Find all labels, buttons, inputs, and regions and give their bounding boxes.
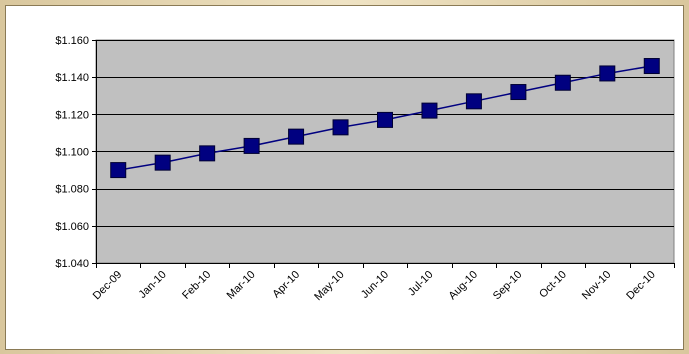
data-point-marker	[110, 162, 127, 179]
y-tick-label: $1.140	[55, 72, 89, 84]
data-point-marker	[465, 93, 482, 110]
line-chart: $1.040 $1.060 $1.080 $1.100 $1.120 $1.140 $1.1…	[55, 35, 675, 303]
data-point-marker	[554, 74, 571, 91]
data-point-marker	[332, 119, 349, 136]
data-point-marker	[599, 65, 616, 82]
y-tick-label: $1.080	[55, 184, 89, 196]
x-tick-label: May-10	[312, 269, 346, 303]
y-tick-label: $1.040	[55, 258, 89, 270]
x-tick-label: Apr-10	[270, 269, 302, 301]
data-point-marker	[377, 111, 393, 128]
data-point-marker	[288, 128, 305, 145]
x-tick-label: Sep-10	[491, 269, 525, 303]
x-tick-label: Jul-10	[406, 269, 436, 299]
y-tick-label: $1.160	[55, 35, 89, 47]
y-tick-label: $1.120	[55, 109, 89, 121]
data-point-marker	[154, 154, 171, 171]
x-tick-label: Mar-10	[225, 269, 258, 302]
x-tick-label: Dec-09	[91, 269, 125, 303]
x-tick-label: Aug-10	[446, 269, 480, 303]
x-tick-label: Feb-10	[180, 269, 213, 302]
y-tick-label: $1.060	[55, 221, 89, 233]
x-tick-label: Oct-10	[537, 269, 569, 301]
data-point-marker	[199, 145, 216, 162]
data-point-marker	[243, 137, 260, 154]
data-point-marker	[510, 84, 527, 101]
x-tick-label: Jan-10	[137, 269, 169, 301]
x-tick-label: Jun-10	[359, 269, 391, 301]
data-point-marker	[643, 58, 660, 75]
x-tick-label: Nov-10	[580, 269, 614, 303]
data-point-marker	[421, 102, 438, 119]
x-tick-label: Dec-10	[624, 269, 658, 303]
y-tick-label: $1.100	[55, 147, 89, 159]
chart-frame: $1.040 $1.060 $1.080 $1.100 $1.120 $1.140 $1.1…	[5, 5, 684, 350]
